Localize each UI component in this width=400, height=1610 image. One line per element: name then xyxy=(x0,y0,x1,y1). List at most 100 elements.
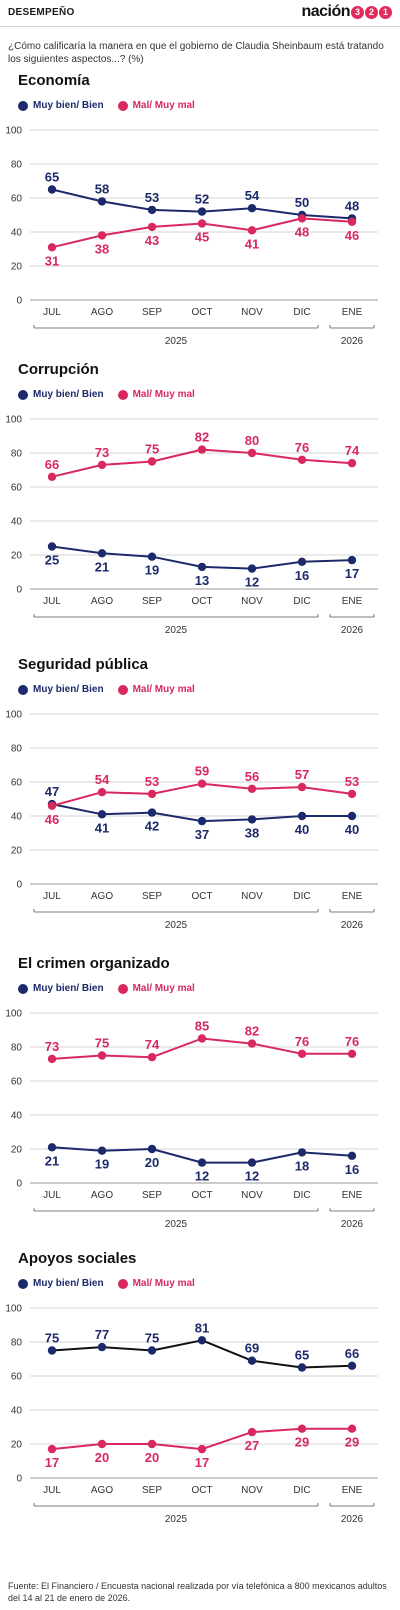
x-tick-label: OCT xyxy=(191,1485,212,1496)
data-label: 29 xyxy=(295,1435,309,1450)
chart-legend: Muy bien/ Bien Mal/ Muy mal xyxy=(18,1278,209,1289)
legend-dot-icon xyxy=(18,684,28,695)
data-label: 31 xyxy=(45,253,59,268)
chart-panel: Apoyos sociales Muy bien/ Bien Mal/ Muy ma… xyxy=(0,1250,400,1550)
data-point xyxy=(297,1049,307,1058)
data-point xyxy=(47,542,57,551)
data-label: 73 xyxy=(45,1039,59,1054)
chart-legend: Muy bien/ Bien Mal/ Muy mal xyxy=(18,983,209,994)
data-label: 12 xyxy=(195,1169,209,1184)
chart-legend: Muy bien/ Bien Mal/ Muy mal xyxy=(18,100,209,111)
data-label: 41 xyxy=(245,236,259,251)
y-tick-label: 0 xyxy=(16,296,22,307)
data-label: 47 xyxy=(45,784,59,799)
data-label: 38 xyxy=(245,825,259,840)
legend-item-good: Muy bien/ Bien xyxy=(18,684,104,695)
legend-label: Muy bien/ Bien xyxy=(33,100,104,111)
data-point xyxy=(97,788,107,797)
x-tick-label: DIC xyxy=(293,307,310,318)
data-label: 65 xyxy=(295,1348,309,1363)
data-point xyxy=(97,1146,107,1155)
data-label: 57 xyxy=(295,767,309,782)
legend-dot-icon xyxy=(117,983,128,994)
line-chart: 0 20 40 60 80 100 JUL AGO SEP OCT NOV DIC ENE 2025 202… xyxy=(5,710,378,931)
data-point xyxy=(47,472,57,481)
legend-label: Mal/ Muy mal xyxy=(132,684,195,695)
chart-panel: El crimen organizado Muy bien/ Bien Mal/ M… xyxy=(0,955,400,1255)
data-point xyxy=(47,1143,57,1152)
legend-dot-icon xyxy=(117,1278,128,1289)
data-label: 25 xyxy=(45,553,59,568)
data-label: 81 xyxy=(195,1320,209,1335)
data-label: 12 xyxy=(245,575,259,590)
y-tick-label: 40 xyxy=(11,517,23,528)
data-label: 76 xyxy=(345,1034,359,1049)
legend-item-bad: Mal/ Muy mal xyxy=(117,100,195,111)
data-point xyxy=(147,1346,157,1355)
data-point xyxy=(147,457,157,466)
legend-label: Mal/ Muy mal xyxy=(132,983,195,994)
legend-label: Muy bien/ Bien xyxy=(33,1278,104,1289)
data-label: 42 xyxy=(145,819,159,834)
legend-label: Muy bien/ Bien xyxy=(33,983,104,994)
data-point xyxy=(297,214,307,223)
chart-panel: Economía Muy bien/ Bien Mal/ Muy mal 0 20 40 6… xyxy=(0,72,400,372)
data-point xyxy=(97,1342,107,1352)
data-label: 48 xyxy=(295,224,309,239)
data-point xyxy=(247,226,257,235)
data-label: 27 xyxy=(245,1438,259,1453)
data-point xyxy=(147,789,157,799)
line-chart: 0 20 40 60 80 100 JUL AGO SEP OCT NOV DIC ENE 2025 202… xyxy=(5,415,378,636)
legend-label: Mal/ Muy mal xyxy=(132,389,195,400)
data-point xyxy=(247,1039,257,1048)
legend-label: Muy bien/ Bien xyxy=(33,684,104,695)
data-point xyxy=(47,801,57,810)
data-label: 19 xyxy=(95,1157,109,1172)
y-tick-label: 0 xyxy=(16,1474,22,1485)
legend-item-bad: Mal/ Muy mal xyxy=(117,684,195,695)
data-label: 54 xyxy=(95,772,110,787)
data-label: 52 xyxy=(195,192,209,207)
data-label: 76 xyxy=(295,440,309,455)
data-point xyxy=(47,1346,57,1355)
chart-panel: Corrupción Muy bien/ Bien Mal/ Muy mal 0 20 4… xyxy=(0,361,400,661)
data-label: 50 xyxy=(295,195,309,210)
data-label: 66 xyxy=(345,1346,359,1361)
year-label: 2026 xyxy=(341,1219,364,1230)
year-label: 2026 xyxy=(341,336,364,347)
data-point xyxy=(197,445,207,454)
data-point xyxy=(47,243,57,252)
x-tick-label: OCT xyxy=(191,596,212,607)
chart-legend: Muy bien/ Bien Mal/ Muy mal xyxy=(18,389,209,400)
y-tick-label: 100 xyxy=(5,1304,22,1315)
data-label: 46 xyxy=(345,228,359,243)
data-point xyxy=(97,549,107,558)
data-label: 29 xyxy=(345,1435,359,1450)
legend-dot-icon xyxy=(18,983,28,994)
data-point xyxy=(147,808,157,817)
data-point xyxy=(97,1051,107,1060)
data-label: 43 xyxy=(145,233,159,248)
data-label: 82 xyxy=(245,1024,259,1039)
chart-title: Economía xyxy=(18,72,90,89)
data-label: 41 xyxy=(95,820,109,835)
year-label: 2026 xyxy=(341,625,364,636)
data-point xyxy=(247,448,257,458)
y-tick-label: 60 xyxy=(11,483,23,494)
data-point xyxy=(297,455,307,464)
legend-label: Mal/ Muy mal xyxy=(132,100,195,111)
legend-item-good: Muy bien/ Bien xyxy=(18,100,104,111)
x-tick-label: JUL xyxy=(43,1190,61,1201)
data-label: 54 xyxy=(245,188,260,203)
x-tick-label: DIC xyxy=(293,596,310,607)
data-label: 77 xyxy=(95,1327,109,1342)
data-point xyxy=(147,205,157,215)
data-point xyxy=(247,815,257,824)
data-point xyxy=(347,789,357,799)
chart-title: Apoyos sociales xyxy=(18,1250,137,1267)
y-tick-label: 100 xyxy=(5,1009,22,1020)
data-point xyxy=(197,1158,207,1167)
x-tick-label: OCT xyxy=(191,1190,212,1201)
x-tick-label: AGO xyxy=(91,596,113,607)
data-point xyxy=(97,460,107,470)
